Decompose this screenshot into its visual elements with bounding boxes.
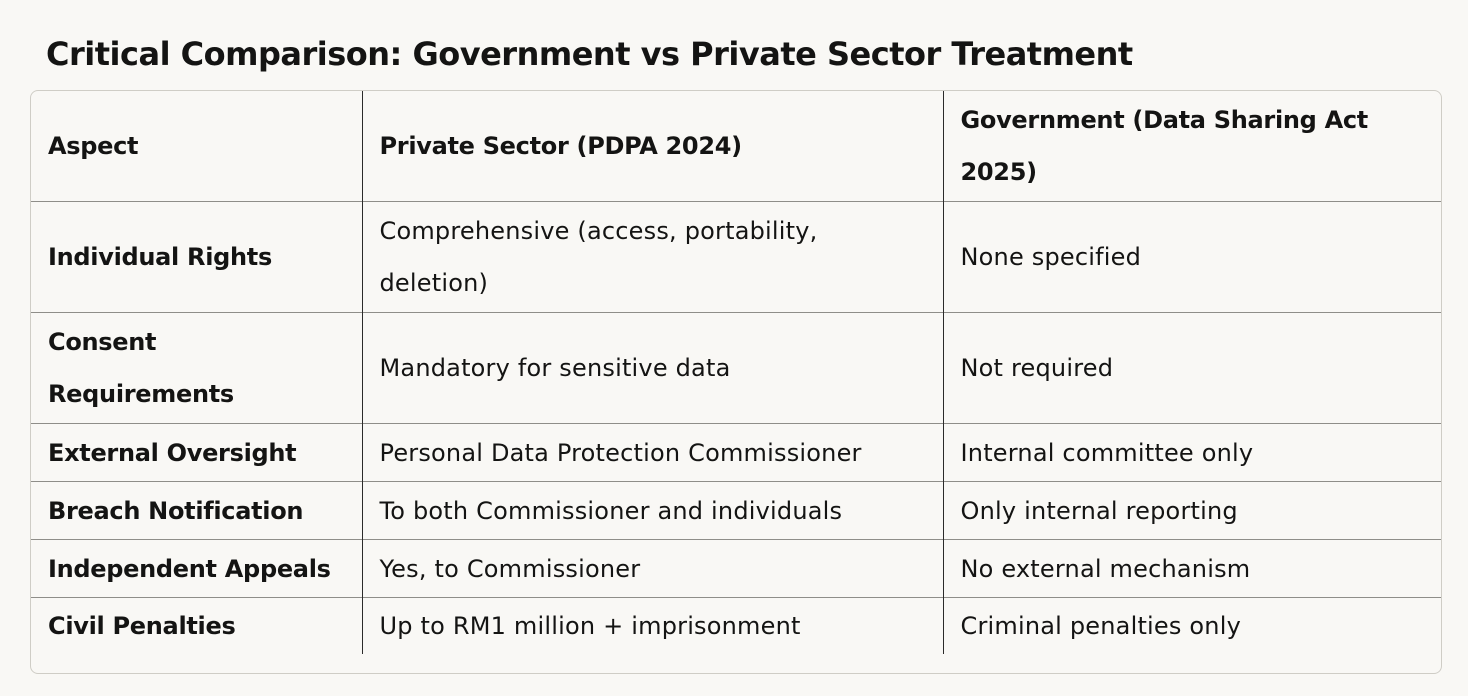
private-sector-cell: Mandatory for sensitive data xyxy=(361,312,943,424)
table-row: Civil Penalties Up to RM1 million + impr… xyxy=(31,597,1441,654)
private-sector-cell: Yes, to Commissioner xyxy=(361,539,943,598)
government-cell: None specified xyxy=(942,201,1441,313)
aspect-cell: Independent Appeals xyxy=(48,554,331,583)
government-cell: Only internal reporting xyxy=(942,481,1441,540)
government-cell: Internal committee only xyxy=(942,423,1441,482)
aspect-cell: Consent Requirements xyxy=(48,328,234,408)
private-sector-cell: To both Commissioner and individuals xyxy=(361,481,943,540)
table-row: Individual Rights Comprehensive (access,… xyxy=(31,201,1441,313)
aspect-cell: Individual Rights xyxy=(48,243,272,271)
table-row: Breach Notification To both Commissioner… xyxy=(31,481,1441,540)
aspect-cell: Civil Penalties xyxy=(48,612,236,640)
header-government: Government (Data Sharing Act 2025) xyxy=(942,91,1441,202)
header-aspect: Aspect xyxy=(48,132,139,160)
aspect-cell: Breach Notification xyxy=(48,496,304,525)
table-row: External Oversight Personal Data Protect… xyxy=(31,423,1441,482)
private-sector-cell: Up to RM1 million + imprisonment xyxy=(361,597,943,654)
table-row: Independent Appeals Yes, to Commissioner… xyxy=(31,539,1441,598)
private-sector-cell: Personal Data Protection Commissioner xyxy=(361,423,943,482)
header-private-sector: Private Sector (PDPA 2024) xyxy=(361,91,943,202)
table-row: Consent Requirements Mandatory for sensi… xyxy=(31,312,1441,424)
government-cell: Criminal penalties only xyxy=(942,597,1441,654)
page-title: Critical Comparison: Government vs Priva… xyxy=(46,35,1133,73)
aspect-cell: External Oversight xyxy=(48,438,297,467)
table-header-row: Aspect Private Sector (PDPA 2024) Govern… xyxy=(31,91,1441,202)
government-cell: No external mechanism xyxy=(942,539,1441,598)
government-cell: Not required xyxy=(942,312,1441,424)
private-sector-cell: Comprehensive (access, portability, dele… xyxy=(361,201,943,313)
comparison-table: Aspect Private Sector (PDPA 2024) Govern… xyxy=(30,90,1442,674)
